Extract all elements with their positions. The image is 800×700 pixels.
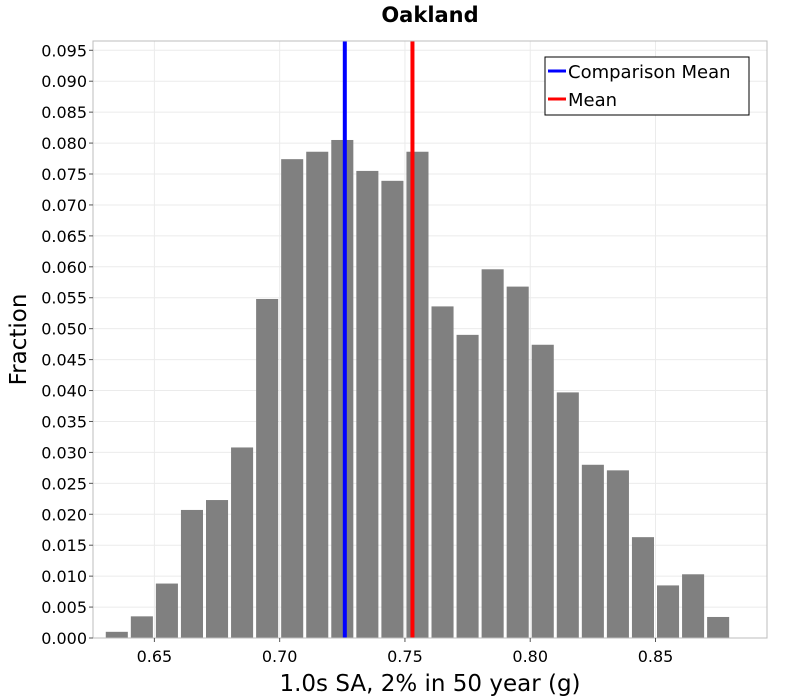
legend: Comparison Mean Mean [544, 56, 750, 116]
histogram-bar [431, 306, 454, 638]
histogram-bar [231, 447, 254, 638]
histogram-bar [406, 151, 429, 638]
x-tick-label: 0.65 [137, 647, 173, 666]
histogram-bar [657, 585, 680, 638]
x-tick-label: 0.75 [387, 647, 423, 666]
bars-group [105, 139, 730, 639]
histogram-bar [531, 344, 554, 638]
legend-label-comparison-mean: Comparison Mean [568, 62, 731, 83]
y-tick-label: 0.080 [41, 134, 87, 153]
histogram-bar [506, 286, 529, 638]
x-tick-label: 0.85 [638, 647, 674, 666]
histogram-bar [581, 464, 604, 638]
y-axis-ticks: 0.000 0.005 0.010 0.015 0.020 0.025 0.030 0.035… [41, 41, 93, 648]
y-tick-label: 0.085 [41, 103, 87, 122]
histogram-bar [306, 151, 329, 638]
y-tick-label: 0.015 [41, 536, 87, 555]
y-tick-label: 0.075 [41, 165, 87, 184]
histogram-bar [205, 500, 229, 638]
y-tick-label: 0.060 [41, 258, 87, 277]
x-axis-label: 1.0s SA, 2% in 50 year (g) [279, 671, 580, 697]
legend-box [544, 56, 750, 116]
y-tick-label: 0.035 [41, 412, 87, 431]
histogram-bar [456, 334, 479, 638]
y-tick-label: 0.045 [41, 351, 87, 370]
y-tick-label: 0.030 [41, 443, 87, 462]
histogram-bar [631, 537, 655, 638]
y-tick-label: 0.070 [41, 196, 87, 215]
y-tick-label: 0.090 [41, 72, 87, 91]
x-tick-label: 0.70 [262, 647, 298, 666]
histogram-bar [155, 583, 178, 638]
y-tick-label: 0.040 [41, 382, 87, 401]
histogram-bar [180, 509, 203, 638]
y-tick-label: 0.020 [41, 505, 87, 524]
histogram-bar [556, 392, 579, 638]
histogram-bar [707, 616, 730, 638]
histogram-bar [256, 298, 279, 638]
y-tick-label: 0.000 [41, 629, 87, 648]
y-tick-label: 0.005 [41, 598, 87, 617]
histogram-bar [356, 170, 379, 638]
chart-title: Oakland [381, 3, 478, 27]
y-tick-label: 0.010 [41, 567, 87, 586]
histogram-bar [381, 180, 404, 638]
histogram-bar [105, 631, 128, 638]
y-tick-label: 0.050 [41, 320, 87, 339]
histogram-bar [130, 616, 153, 638]
y-tick-label: 0.055 [41, 289, 87, 308]
histogram-bar [331, 139, 354, 639]
y-axis-label: Fraction [6, 294, 32, 386]
x-tick-label: 0.80 [512, 647, 548, 666]
y-tick-label: 0.025 [41, 474, 87, 493]
histogram-bar [281, 159, 304, 638]
histogram-bar [682, 574, 705, 638]
mean-lines-group [342, 41, 415, 638]
histogram-bar [481, 269, 504, 638]
y-tick-label: 0.065 [41, 227, 87, 246]
legend-label-mean: Mean [568, 90, 617, 111]
x-axis-ticks: 0.65 0.70 0.75 0.80 0.85 [137, 638, 674, 666]
y-tick-label: 0.095 [41, 41, 87, 60]
plot-frame [92, 40, 768, 639]
histogram-bar [606, 470, 629, 638]
